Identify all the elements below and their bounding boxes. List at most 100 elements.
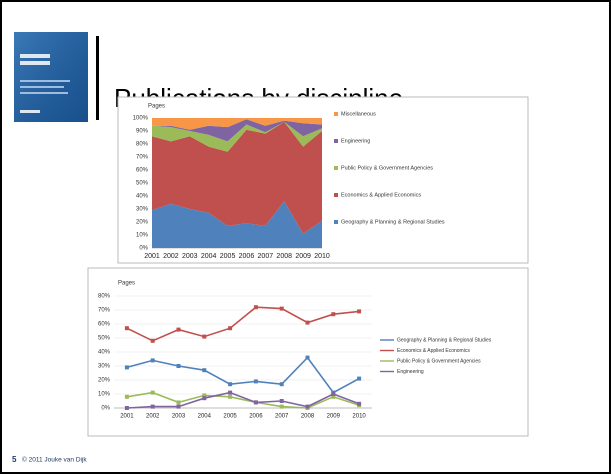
footer: © 2011 Jouke van Dijk (22, 456, 87, 464)
marker (305, 320, 310, 325)
marker (279, 404, 284, 409)
marker (279, 382, 284, 387)
x-tick-label: 2010 (314, 253, 330, 260)
marker (253, 400, 258, 405)
marker (176, 404, 181, 409)
x-tick-label: 2010 (352, 414, 366, 420)
y-tick-label: 40% (98, 350, 111, 356)
marker (331, 392, 336, 396)
y-tick-label: 50% (98, 336, 111, 342)
legend-label: Engineering (397, 369, 424, 375)
marker (124, 394, 129, 399)
marker (150, 358, 155, 363)
y-tick-label: 100% (133, 116, 149, 122)
marker (124, 326, 129, 331)
marker (279, 306, 284, 311)
line (126, 391, 360, 409)
area (152, 121, 322, 234)
marker (202, 393, 207, 398)
marker (124, 406, 129, 410)
marker (176, 364, 181, 368)
x-tick-label: 2007 (258, 253, 274, 260)
legend-label: Public Policy & Government Agencies (341, 165, 433, 171)
x-tick-label: 2001 (144, 253, 160, 260)
legend-label: Economics & Applied Economics (341, 192, 421, 198)
area (152, 119, 322, 142)
marker (305, 404, 310, 409)
marker (228, 394, 233, 399)
y-tick-label: 80% (98, 294, 111, 300)
marker (202, 396, 207, 401)
y-tick-label: 0% (101, 406, 110, 412)
area (152, 118, 322, 130)
legend-label: Miscellaneous (341, 111, 376, 117)
line (126, 306, 360, 342)
y-tick-label: 50% (136, 181, 149, 187)
x-tick-label: 2006 (249, 414, 263, 420)
y-tick-label: 40% (136, 194, 149, 200)
y-tick-label: 30% (136, 207, 149, 213)
legend-swatch (334, 220, 338, 224)
legend-label: Economics & Applied Economics (397, 348, 470, 354)
marker (357, 376, 362, 381)
legend-label: Public Policy & Government Agencies (397, 358, 481, 364)
x-tick-label: 2005 (220, 253, 236, 260)
y-tick-label: 70% (98, 308, 111, 314)
x-tick-label: 2005 (223, 414, 237, 420)
x-tick-label: 2004 (198, 414, 212, 420)
page-number: 5 (12, 455, 17, 464)
legend-swatch (334, 193, 338, 197)
marker (124, 365, 129, 370)
marker (202, 368, 207, 373)
marker (176, 400, 181, 405)
legend-swatch (334, 139, 338, 143)
line (126, 356, 360, 394)
area (152, 121, 322, 152)
y-tick-label: 20% (136, 220, 149, 226)
marker (176, 327, 181, 332)
x-tick-label: 2008 (276, 253, 292, 260)
legend-swatch (334, 166, 338, 170)
legend-swatch (334, 112, 338, 116)
marker (228, 382, 233, 387)
marker (150, 404, 155, 409)
line (126, 391, 360, 409)
x-tick-label: 2002 (163, 253, 179, 260)
y-tick-label: 10% (136, 233, 149, 239)
x-tick-label: 2009 (327, 414, 341, 420)
x-tick-label: 2001 (120, 414, 134, 420)
marker (202, 334, 207, 339)
x-tick-label: 2009 (295, 253, 311, 260)
y-tick-label: 0% (139, 246, 148, 252)
y-tick-label: 80% (136, 142, 149, 148)
area (152, 201, 322, 248)
marker (253, 379, 258, 384)
marker (331, 312, 336, 317)
marker (279, 399, 284, 403)
x-tick-label: 2003 (182, 253, 198, 260)
chart-title: Pages (118, 281, 135, 287)
marker (305, 355, 310, 360)
marker (357, 309, 362, 314)
legend-label: Geography & Planning & Regional Studies (341, 219, 445, 225)
y-tick-label: 70% (136, 155, 149, 161)
title-bar (96, 36, 99, 120)
y-tick-label: 60% (98, 322, 111, 328)
y-tick-label: 60% (136, 168, 149, 174)
y-tick-label: 30% (98, 364, 111, 370)
marker (150, 390, 155, 395)
journal-cover (14, 32, 88, 122)
marker (331, 394, 336, 399)
x-tick-label: 2007 (275, 414, 289, 420)
marker (357, 401, 362, 406)
marker (150, 338, 155, 343)
x-tick-label: 2002 (146, 414, 160, 420)
x-tick-label: 2006 (239, 253, 255, 260)
x-tick-label: 2008 (301, 414, 315, 420)
marker (228, 390, 233, 395)
legend-label: Engineering (341, 138, 370, 144)
x-tick-label: 2004 (201, 253, 217, 260)
marker (228, 326, 233, 331)
marker (253, 305, 258, 310)
